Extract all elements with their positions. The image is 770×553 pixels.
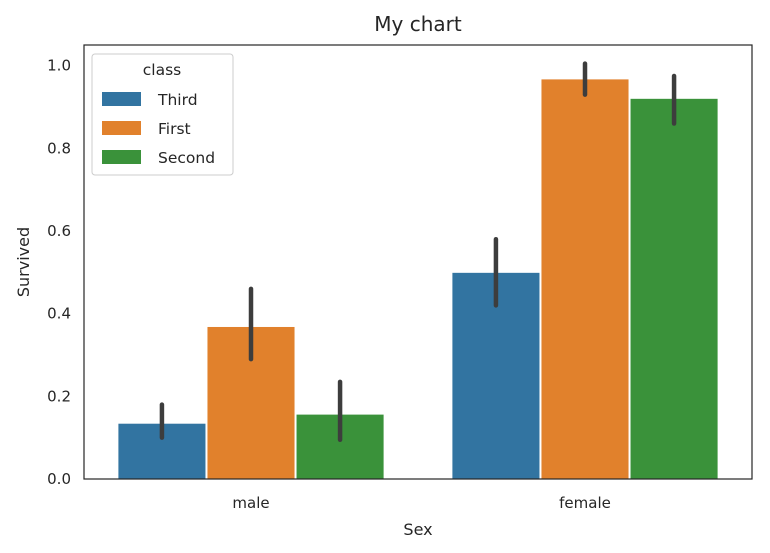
y-tick-label: 0.4 xyxy=(47,305,71,323)
x-tick-label: female xyxy=(559,494,611,512)
x-axis-label: Sex xyxy=(403,520,432,539)
y-tick-label: 1.0 xyxy=(47,57,71,75)
chart-title: My chart xyxy=(374,12,462,36)
x-tick-label: male xyxy=(232,494,269,512)
legend-swatch-third xyxy=(102,92,141,106)
legend-label-second: Second xyxy=(158,149,215,167)
x-axis: male female xyxy=(232,494,610,512)
legend-swatch-second xyxy=(102,150,141,164)
y-axis: 0.0 0.2 0.4 0.6 0.8 1.0 xyxy=(47,57,71,488)
y-tick-label: 0.0 xyxy=(47,470,71,488)
legend-swatch-first xyxy=(102,121,141,135)
plot-area xyxy=(117,61,719,480)
legend-box xyxy=(91,53,234,176)
legend-title: class xyxy=(143,61,181,79)
y-tick-label: 0.6 xyxy=(47,222,71,240)
legend: class Third First Second xyxy=(91,53,234,176)
axes-frame xyxy=(83,44,753,480)
bar-first-female xyxy=(540,78,630,480)
legend-label-first: First xyxy=(158,120,191,138)
y-tick-label: 0.8 xyxy=(47,139,71,157)
y-tick-label: 0.2 xyxy=(47,387,71,405)
y-axis-label: Survived xyxy=(14,227,33,297)
bar-second-female xyxy=(629,97,719,480)
legend-label-third: Third xyxy=(157,91,198,109)
